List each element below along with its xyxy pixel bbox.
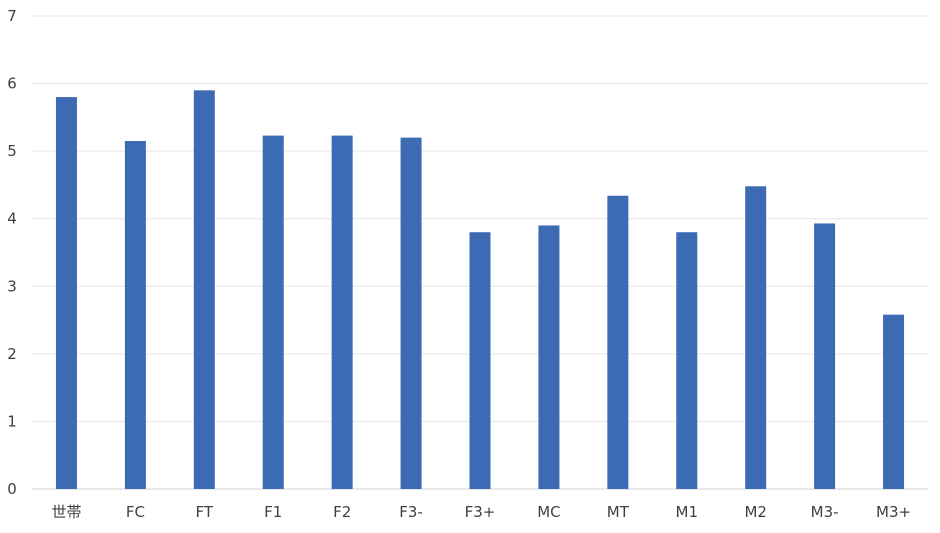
x-tick-label: M1 bbox=[676, 503, 699, 521]
bar-7 bbox=[469, 232, 491, 489]
bar-13 bbox=[883, 314, 905, 489]
bar-9 bbox=[607, 195, 629, 490]
x-tick-label: F3- bbox=[399, 503, 423, 521]
bar-1 bbox=[55, 97, 77, 489]
x-tick-label: F2 bbox=[333, 503, 351, 521]
x-tick-label: FC bbox=[126, 503, 145, 521]
bar-8 bbox=[538, 225, 560, 489]
x-tick-label: F3+ bbox=[465, 503, 496, 521]
bar-10 bbox=[676, 232, 698, 489]
y-tick-label: 1 bbox=[7, 412, 17, 430]
y-tick-label: 4 bbox=[7, 210, 17, 228]
bar-6 bbox=[400, 137, 422, 489]
x-tick-label: MT bbox=[607, 503, 630, 521]
y-tick-label: 6 bbox=[7, 75, 17, 93]
bar-3 bbox=[193, 90, 215, 489]
x-tick-label: M2 bbox=[744, 503, 767, 521]
x-tick-label: 世帯 bbox=[51, 503, 81, 521]
x-axis-tick-labels: 世帯 FC FT F1 F2 F3- F3+ MC MT M1 M2 M3- M3+ bbox=[51, 503, 911, 521]
y-tick-label: 3 bbox=[7, 277, 17, 295]
y-tick-label: 2 bbox=[7, 345, 17, 363]
y-tick-label: 5 bbox=[7, 142, 17, 160]
bar-11 bbox=[745, 186, 767, 489]
y-axis-tick-labels: 0 1 2 3 4 5 6 7 bbox=[7, 7, 17, 498]
x-tick-label: M3- bbox=[811, 503, 839, 521]
x-tick-label: M3+ bbox=[876, 503, 911, 521]
bar-5 bbox=[331, 135, 353, 489]
x-tick-label: F1 bbox=[264, 503, 282, 521]
bars bbox=[55, 90, 905, 490]
bar-4 bbox=[262, 135, 284, 489]
bar-12 bbox=[814, 223, 836, 490]
x-tick-label: MC bbox=[537, 503, 560, 521]
y-tick-label: 0 bbox=[7, 480, 17, 498]
bar-2 bbox=[124, 141, 146, 489]
y-tick-label: 7 bbox=[7, 7, 17, 25]
x-tick-label: FT bbox=[196, 503, 214, 521]
